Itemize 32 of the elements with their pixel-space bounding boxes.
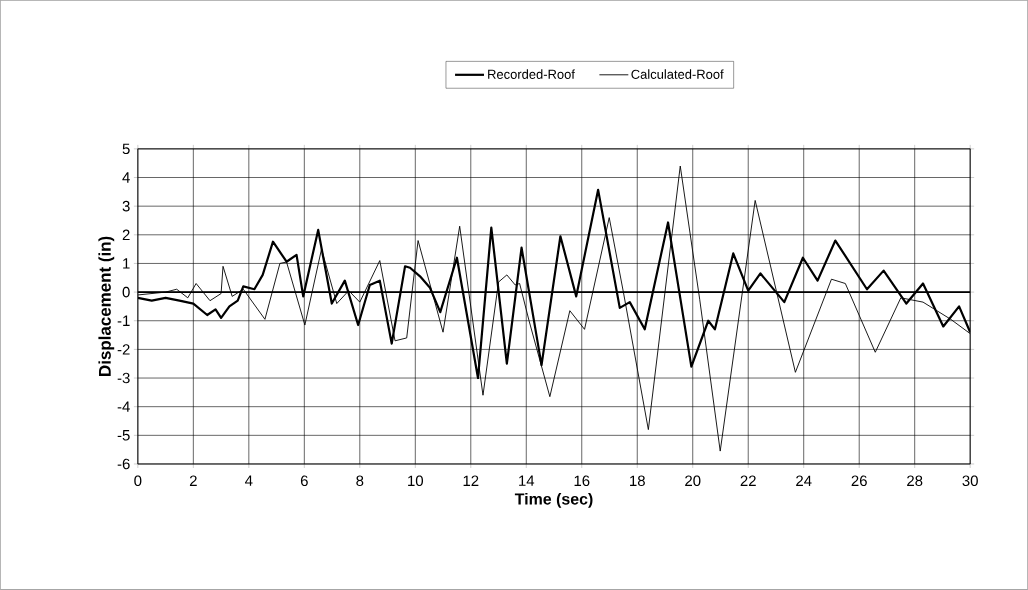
y-tick-label: -4 xyxy=(117,401,130,412)
x-tick-label: 0 xyxy=(134,475,142,487)
x-tick-label: 24 xyxy=(796,475,812,487)
x-tick-label: 28 xyxy=(907,475,923,487)
x-tick-label: 14 xyxy=(519,475,535,486)
y-tick-label: -2 xyxy=(117,344,130,355)
y-axis-title: Displacement (in) xyxy=(98,236,115,376)
y-tick-label: 4 xyxy=(122,172,130,183)
x-tick-label: 2 xyxy=(189,475,197,487)
x-tick-label: 8 xyxy=(356,475,364,487)
x-tick-label: 18 xyxy=(630,475,645,487)
y-tick-label: 1 xyxy=(123,258,130,269)
y-tick-label: 2 xyxy=(122,229,130,241)
x-tick-label: 12 xyxy=(463,475,479,487)
y-tick-label: 3 xyxy=(122,200,130,212)
x-tick-label: 26 xyxy=(851,475,867,487)
x-axis-title: Time (sec) xyxy=(514,493,593,508)
x-tick-label: 16 xyxy=(574,475,590,487)
x-tick-label: 20 xyxy=(685,475,701,487)
x-tick-label: 30 xyxy=(962,475,978,487)
legend-label: Calculated-Roof xyxy=(631,69,724,79)
y-tick-label: 5 xyxy=(122,143,130,155)
y-tick-label: -5 xyxy=(117,430,130,441)
x-tick-label: 10 xyxy=(408,475,424,487)
x-tick-label: 22 xyxy=(740,475,756,487)
y-tick-label: -3 xyxy=(117,372,130,384)
legend-label: Recorded-Roof xyxy=(488,69,575,79)
x-tick-label: 6 xyxy=(300,475,308,487)
y-tick-label: -6 xyxy=(117,458,130,470)
y-tick-label: -1 xyxy=(117,315,130,326)
y-tick-label: 0 xyxy=(122,286,130,298)
x-tick-label: 4 xyxy=(245,475,253,486)
